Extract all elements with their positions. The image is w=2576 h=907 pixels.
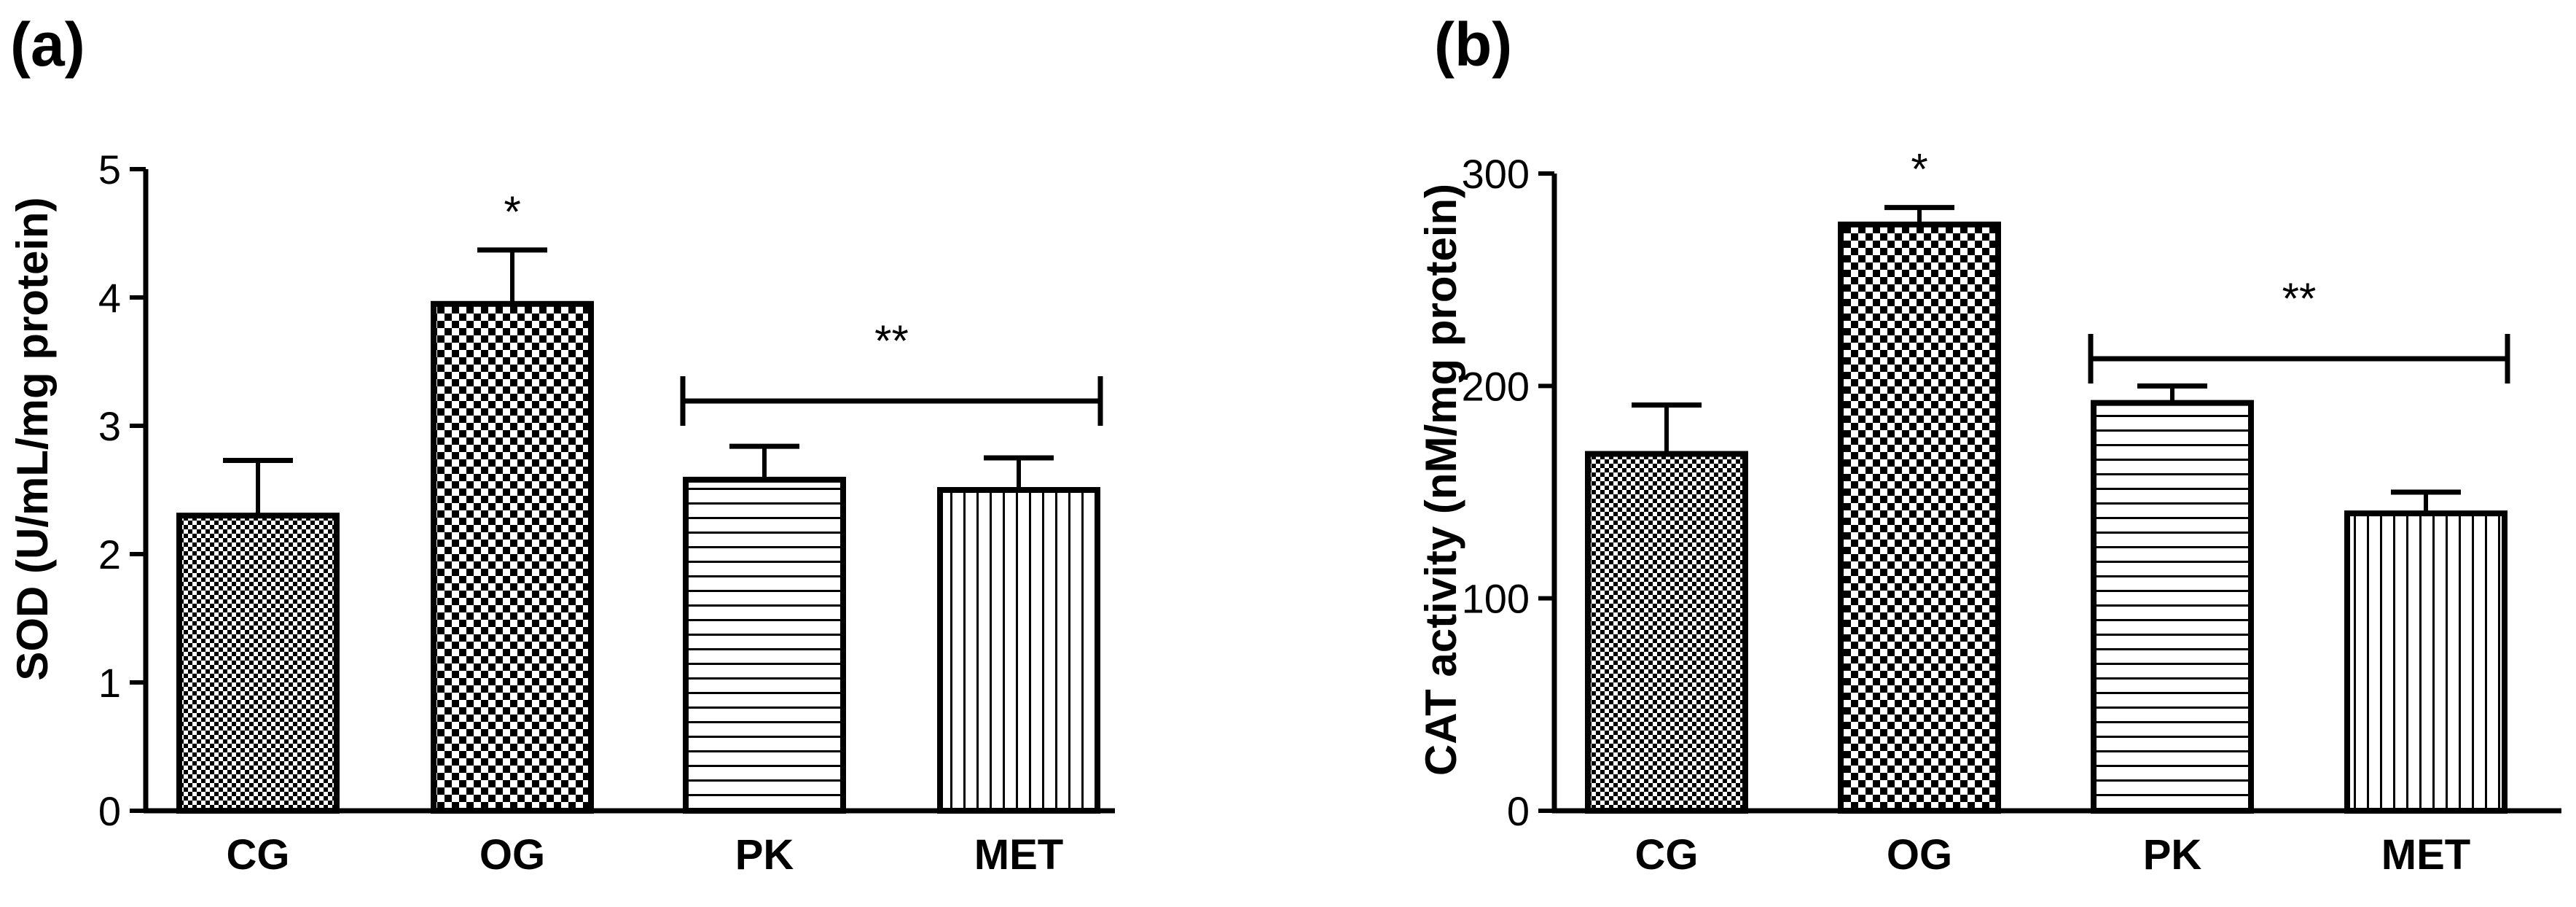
y-axis-label-b: CAT activity (nM/mg protein) xyxy=(1417,184,1465,776)
bar-og xyxy=(1838,221,2001,814)
x-tick-label-met: MET xyxy=(974,831,1063,879)
y-tick-label: 200 xyxy=(1462,363,1530,409)
y-tick-label: 100 xyxy=(1462,576,1530,622)
x-tick-label-og: OG xyxy=(479,831,545,879)
x-tick-label-cg: CG xyxy=(1635,831,1699,879)
x-tick-label-pk: PK xyxy=(735,831,794,879)
bar-cg xyxy=(176,513,340,814)
bar-pk xyxy=(683,476,846,814)
significance-stars: ** xyxy=(874,316,909,365)
significance-stars: ** xyxy=(2282,274,2317,323)
y-axis-label-a: SOD (U/mL/mg protein) xyxy=(8,197,57,680)
bar-met xyxy=(2344,510,2508,814)
chart-panel-b: (b) CAT activity (nM/mg protein) 0 100 200… xyxy=(1417,10,2561,879)
y-tick-label: 5 xyxy=(98,147,121,192)
y-tick-label: 3 xyxy=(98,403,121,449)
y-tick-label: 1 xyxy=(98,660,121,706)
y-tick-label: 0 xyxy=(98,788,121,834)
x-tick-label-pk: PK xyxy=(2143,831,2202,879)
panel-label-a: (a) xyxy=(10,10,85,79)
bar-met xyxy=(937,487,1100,814)
bar-pk xyxy=(2091,400,2254,814)
x-tick-label-cg: CG xyxy=(227,831,290,879)
panel-label-b: (b) xyxy=(1434,10,1512,79)
y-tick-label: 0 xyxy=(1507,788,1530,834)
significance-star: * xyxy=(1911,145,1927,194)
bar-og xyxy=(431,300,594,814)
y-tick-label: 300 xyxy=(1462,151,1530,197)
y-tick-label: 2 xyxy=(98,532,121,577)
significance-star: * xyxy=(504,187,520,236)
bar-cg xyxy=(1585,451,1748,814)
chart-panel-a: (a) SOD (U/mL/mg protein) 0 1 2 3 4 5 CG OG PK ME… xyxy=(8,10,1115,879)
x-tick-label-met: MET xyxy=(2381,831,2470,879)
x-tick-label-og: OG xyxy=(1887,831,1952,879)
y-tick-label: 4 xyxy=(98,275,121,321)
